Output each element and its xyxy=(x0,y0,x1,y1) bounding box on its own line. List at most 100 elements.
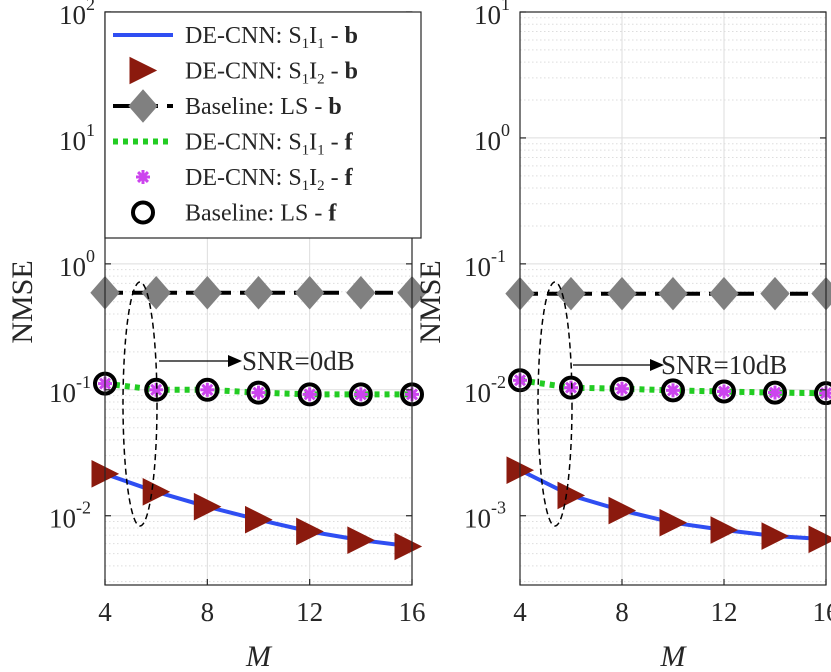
data-point-asterisk-magenta xyxy=(717,384,731,399)
y-tick-label: 100 xyxy=(59,246,95,282)
data-point-asterisk-magenta xyxy=(353,387,368,402)
tick-exponent: -1 xyxy=(491,246,506,266)
asterisk-stroke xyxy=(252,386,265,399)
snr-annotation: SNR=0dB xyxy=(242,346,355,376)
data-point-asterisk-magenta xyxy=(666,383,680,398)
data-point-triangle-darkred xyxy=(245,505,273,534)
tick-base: 10 xyxy=(49,504,76,534)
tick-base: 10 xyxy=(59,252,86,282)
asterisk-stroke xyxy=(615,382,629,395)
data-point-asterisk-magenta xyxy=(564,380,578,395)
snr-ellipse xyxy=(537,281,573,527)
legend-prefix: Baseline: LS xyxy=(185,94,308,120)
legend-sub: 1 xyxy=(302,178,310,194)
tick-exponent: 1 xyxy=(501,0,510,14)
data-point-circle-black xyxy=(195,377,220,402)
x-tick-label: 16 xyxy=(399,597,426,627)
legend-swatch-marker xyxy=(128,89,158,123)
legend-label: DE-CNN: S1I2 - f xyxy=(185,165,354,194)
grid xyxy=(520,12,826,585)
asterisk-stroke xyxy=(136,170,150,184)
legend-suffix: - xyxy=(325,59,345,85)
tick-base: 10 xyxy=(59,126,86,156)
legend-sub: 1 xyxy=(302,72,310,88)
data-point-circle-black xyxy=(144,377,169,402)
data-point-dashed-black-diamond-gray xyxy=(658,276,688,311)
data-point-circle-black xyxy=(348,382,373,407)
data-point-dashed-black-diamond-gray xyxy=(346,275,376,310)
legend-suffix: - xyxy=(308,94,328,120)
data-point-triangle-darkred xyxy=(394,532,423,561)
tick-exponent: -3 xyxy=(491,498,506,518)
legend-suffix: - xyxy=(325,130,345,156)
data-point-triangle-darkred xyxy=(557,481,586,510)
legend-entry: DE-CNN: S1I1 - f xyxy=(113,130,354,159)
legend-sub: 1 xyxy=(317,36,325,52)
legend-prefix: DE-CNN: S xyxy=(185,59,302,85)
tick-exponent: 1 xyxy=(86,120,95,140)
legend-sub: 2 xyxy=(317,178,325,194)
legend-bold: f xyxy=(345,165,354,191)
y-tick-label: 101 xyxy=(474,0,510,30)
data-point-asterisk-magenta xyxy=(768,385,782,400)
y-tick-label: 10-3 xyxy=(464,498,506,534)
y-axis-label: NMSE xyxy=(6,260,39,343)
legend-sub: 2 xyxy=(317,72,325,88)
legend-bold: b xyxy=(345,23,358,49)
data-point-triangle-darkred xyxy=(710,516,739,544)
y-tick-label: 102 xyxy=(59,0,95,30)
data-point-asterisk-magenta xyxy=(200,382,215,397)
data-point-circle-black xyxy=(661,378,685,403)
data-point-circle-black xyxy=(763,380,787,405)
x-tick-label: 12 xyxy=(711,597,738,627)
data-point-triangle-darkred xyxy=(193,492,222,521)
y-tick-label: 10-1 xyxy=(49,372,91,408)
x-tick-label: 8 xyxy=(615,597,629,627)
data-point-circle-black xyxy=(246,380,271,405)
x-tick-label: 4 xyxy=(98,597,112,627)
legend-label: DE-CNN: S1I1 - b xyxy=(185,23,358,52)
x-tick-label: 12 xyxy=(296,597,323,627)
data-point-dashed-black-diamond-gray xyxy=(141,275,171,310)
asterisk-stroke xyxy=(564,381,578,394)
x-axis-label: M xyxy=(660,640,688,672)
legend-swatch-marker xyxy=(136,170,150,184)
data-point-dashed-black-diamond-gray xyxy=(760,276,790,311)
data-point-dashed-black-diamond-gray xyxy=(295,275,325,310)
tick-exponent: 2 xyxy=(86,0,95,14)
legend-entry: Baseline: LS - f xyxy=(131,200,337,227)
tick-exponent: -1 xyxy=(76,372,91,392)
legend-mid: I xyxy=(309,23,317,49)
legend-label: DE-CNN: S1I2 - b xyxy=(185,59,358,88)
asterisk-stroke xyxy=(354,388,367,401)
snr-ellipse xyxy=(122,281,158,527)
legend-mid: I xyxy=(309,59,317,85)
tick-base: 10 xyxy=(464,504,491,534)
legend-swatch-marker xyxy=(131,200,155,225)
data-point-triangle-darkred xyxy=(142,477,171,506)
data-point-asterisk-magenta xyxy=(251,385,266,400)
y-tick-label: 10-2 xyxy=(464,372,506,408)
y-tick-label: 10-1 xyxy=(464,246,506,282)
legend-bold: f xyxy=(328,201,337,227)
tick-exponent: -2 xyxy=(76,498,91,518)
tick-exponent: 0 xyxy=(86,246,95,266)
tick-base: 10 xyxy=(59,0,86,30)
x-axis-label: M xyxy=(245,640,273,672)
y-tick-label: 101 xyxy=(59,120,95,156)
legend-bold: b xyxy=(328,94,341,120)
legend-entry: DE-CNN: S1I2 - b xyxy=(129,56,358,88)
legend-prefix: Baseline: LS xyxy=(185,201,308,227)
legend-prefix: DE-CNN: S xyxy=(185,130,302,156)
legend-sub: 1 xyxy=(317,143,325,159)
tick-base: 10 xyxy=(474,0,501,30)
tick-base: 10 xyxy=(474,126,501,156)
legend-entry: DE-CNN: S1I2 - f xyxy=(136,165,354,194)
legend-box xyxy=(104,11,422,239)
data-point-triangle-darkred xyxy=(659,508,688,537)
y-tick-label: 100 xyxy=(474,120,510,156)
arrow-head xyxy=(650,359,664,371)
